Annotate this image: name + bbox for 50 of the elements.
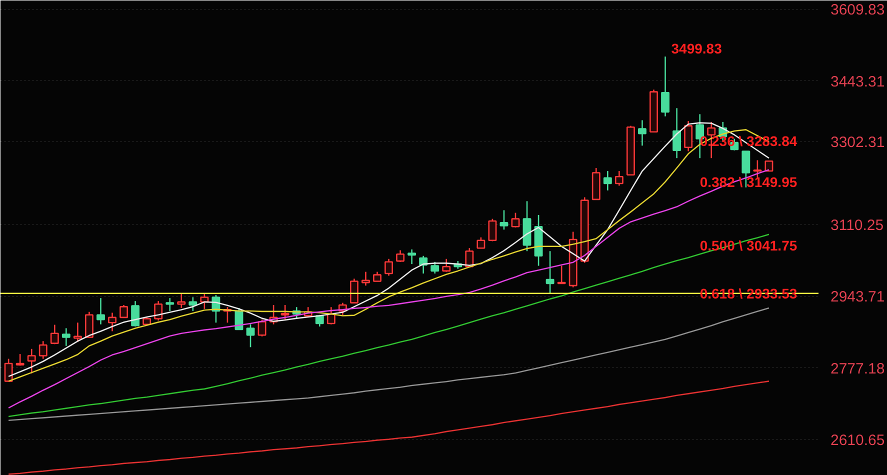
candlestick xyxy=(62,328,70,347)
candlestick xyxy=(50,324,59,345)
candlestick xyxy=(396,250,405,263)
y-tick-label: 2610.65 xyxy=(830,432,885,449)
annotation: 3499.83 xyxy=(671,40,722,57)
candlestick xyxy=(661,56,670,117)
candlestick xyxy=(511,212,520,228)
candlestick xyxy=(73,322,82,343)
candlestick xyxy=(38,340,48,360)
candlestick xyxy=(108,312,116,332)
y-tick-label: 3609.83 xyxy=(830,2,885,19)
candlestick xyxy=(384,258,393,276)
candlestick xyxy=(430,261,440,274)
candlestick xyxy=(672,108,682,159)
candlestick xyxy=(120,304,128,318)
line-series xyxy=(8,380,770,475)
candlestick xyxy=(488,218,497,242)
y-tick-label: 2777.18 xyxy=(830,360,885,378)
candlestick xyxy=(84,311,94,338)
candlestick xyxy=(166,297,174,312)
candlestick xyxy=(476,236,486,249)
y-tick-label: 3443.31 xyxy=(830,73,885,90)
candlestick xyxy=(188,296,198,312)
candlestick xyxy=(373,271,382,282)
candlestick xyxy=(442,258,451,272)
candlestick xyxy=(684,120,693,152)
candlestick xyxy=(177,292,186,309)
candlestick xyxy=(350,278,358,304)
candlestick xyxy=(362,271,370,286)
y-tick-label: 3302.31 xyxy=(830,134,885,152)
candlestick xyxy=(753,160,762,179)
candlestick xyxy=(154,300,163,322)
line-series xyxy=(8,307,770,422)
candlestick xyxy=(96,297,105,325)
annotation: 0.500 \ 3041.75 xyxy=(700,238,798,254)
candlestick xyxy=(408,248,416,265)
candlestick xyxy=(246,324,255,348)
candlestick xyxy=(500,210,508,230)
y-tick-label: 3110.25 xyxy=(830,216,884,234)
candlestick xyxy=(614,170,624,186)
candlestick xyxy=(200,292,209,310)
candlestick xyxy=(258,318,266,338)
candlestick xyxy=(546,250,554,294)
candlestick xyxy=(603,170,612,192)
candlestick xyxy=(280,304,290,322)
candlestick xyxy=(638,120,646,146)
candlestick xyxy=(557,265,566,284)
candlestick xyxy=(131,300,140,328)
y-tick-label: 2943.71 xyxy=(830,288,885,306)
candlestick xyxy=(27,348,36,374)
